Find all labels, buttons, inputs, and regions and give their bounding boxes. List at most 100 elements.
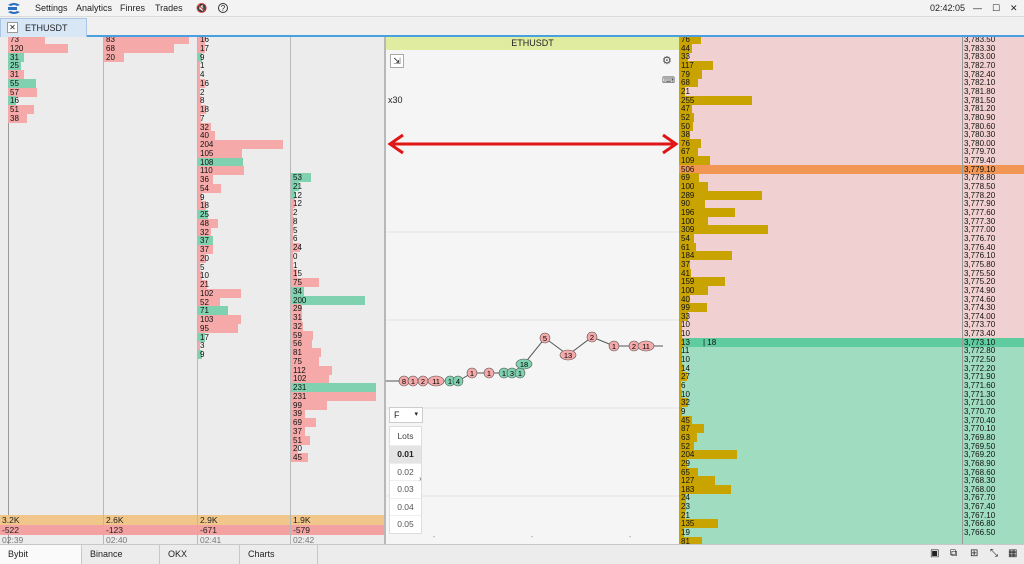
volume-bar <box>8 113 27 123</box>
f-select[interactable]: F ▾ <box>389 407 423 423</box>
price-level[interactable]: 3,768.00 <box>964 484 996 494</box>
price-level[interactable]: 3,774.60 <box>964 294 996 304</box>
price-level[interactable]: 3,767.10 <box>964 510 996 520</box>
ladder-volume: 79 <box>681 69 690 79</box>
price-level[interactable]: 3,778.50 <box>964 182 996 192</box>
help-icon[interactable]: ? <box>218 3 228 13</box>
menu-analytics[interactable]: Analytics <box>76 3 113 13</box>
price-level[interactable]: 3,777.30 <box>964 216 996 226</box>
layout-icon[interactable]: ▣ <box>930 548 940 559</box>
price-level[interactable]: 3,777.00 <box>964 225 996 235</box>
ladder-volume: 100 <box>681 216 695 226</box>
price-level[interactable]: 3,782.40 <box>964 69 996 79</box>
menu-settings[interactable]: Settings <box>35 3 68 13</box>
gear-icon[interactable]: ⚙ <box>662 55 672 67</box>
chart-icon[interactable]: ▦ <box>1008 548 1018 559</box>
price-level[interactable]: 3,771.90 <box>964 372 996 382</box>
price-level[interactable]: 3,780.90 <box>964 112 996 122</box>
price-level[interactable]: 3,782.10 <box>964 78 996 88</box>
close-tab-icon[interactable]: ✕ <box>7 22 18 33</box>
price-level[interactable]: 3,777.60 <box>964 208 996 217</box>
price-level[interactable]: 3,768.30 <box>964 476 996 486</box>
price-level[interactable]: 3,774.00 <box>964 311 996 321</box>
price-level[interactable]: 3,779.40 <box>964 156 996 166</box>
volume-bar <box>198 341 200 351</box>
price-level[interactable]: 3,779.70 <box>964 147 996 157</box>
cluster-cell: 20 <box>200 253 209 263</box>
resize-icon[interactable]: ⤡ <box>990 548 998 559</box>
price-level[interactable]: 3,771.60 <box>964 381 996 390</box>
price-level[interactable]: 3,783.30 <box>964 43 996 53</box>
status-tab-binance[interactable]: Binance <box>82 545 160 564</box>
price-level[interactable]: 3,780.00 <box>964 138 996 148</box>
lot-option[interactable]: 0.01 <box>390 445 421 463</box>
close-window-icon[interactable]: ✕ <box>1010 3 1018 13</box>
price-level[interactable]: 3,777.90 <box>964 199 996 209</box>
price-level[interactable]: 3,778.20 <box>964 190 996 200</box>
menu-finres[interactable]: Finres <box>120 3 146 13</box>
price-level[interactable]: 3,770.40 <box>964 415 996 425</box>
screenshot-icon[interactable]: ⧉ <box>950 548 958 559</box>
price-level[interactable]: 3,782.70 <box>964 60 996 70</box>
status-tab-okx[interactable]: OKX <box>160 545 240 564</box>
volume-bar <box>198 183 221 193</box>
keyboard-icon[interactable]: ⌨ <box>662 75 675 85</box>
price-level[interactable]: 3,779.10 <box>964 164 996 174</box>
price-level[interactable]: 3,773.70 <box>964 320 996 330</box>
mute-icon[interactable]: 🔇 <box>196 3 208 13</box>
price-level[interactable]: 3,783.00 <box>964 52 996 62</box>
maximize-icon[interactable]: ☐ <box>992 3 1001 13</box>
status-tab-charts[interactable]: Charts <box>240 545 318 564</box>
chevron-right-icon[interactable]: › <box>419 474 422 483</box>
price-level[interactable]: 3,768.60 <box>964 467 996 477</box>
price-level[interactable]: 3,769.80 <box>964 432 996 442</box>
volume-profile-bar <box>679 294 691 304</box>
price-level[interactable]: 3,770.10 <box>964 424 996 434</box>
price-level[interactable]: 3,767.40 <box>964 502 996 512</box>
price-level[interactable]: 3,780.60 <box>964 121 996 131</box>
price-level[interactable]: 3,773.40 <box>964 329 996 339</box>
trade-size: 11 <box>432 377 440 386</box>
price-level[interactable]: 3,771.30 <box>964 389 996 399</box>
chart-settings-icon[interactable]: ⇲ <box>390 54 404 68</box>
price-level[interactable]: 3,768.90 <box>964 458 996 468</box>
price-ladder[interactable]: 76 3,783.50 44 3,783.30 33 3,783.00 117 3,782.7… <box>679 37 1024 544</box>
price-level[interactable]: 3,774.90 <box>964 285 996 295</box>
price-level[interactable]: 3,771.00 <box>964 398 996 408</box>
price-level[interactable]: 3,772.20 <box>964 363 996 373</box>
price-level[interactable]: 3,775.20 <box>964 277 996 287</box>
price-level[interactable]: 3,781.50 <box>964 95 996 105</box>
minimize-icon[interactable]: — <box>973 3 982 13</box>
price-level[interactable]: 3,776.70 <box>964 233 996 243</box>
price-level[interactable]: 3,775.50 <box>964 268 996 278</box>
tab-ethusdt[interactable]: ✕ ETHUSDT <box>0 18 87 37</box>
lot-option[interactable]: 0.02 <box>390 462 421 481</box>
add-window-icon[interactable]: ⊞ <box>970 548 979 559</box>
price-level[interactable]: 3,776.40 <box>964 242 996 252</box>
price-level[interactable]: 3,766.80 <box>964 519 996 529</box>
lot-option[interactable]: 0.05 <box>390 515 421 533</box>
price-level[interactable]: 3,772.50 <box>964 355 996 365</box>
price-level[interactable]: 3,770.70 <box>964 406 996 416</box>
price-level[interactable]: 3,783.50 <box>964 37 996 44</box>
price-level[interactable]: 3,775.80 <box>964 259 996 269</box>
price-level[interactable]: 3,773.10 <box>964 337 996 347</box>
price-level[interactable]: 3,781.20 <box>964 104 996 114</box>
lot-option[interactable]: 0.03 <box>390 480 421 498</box>
price-level[interactable]: 3,780.30 <box>964 130 996 140</box>
cluster-cell: 73 <box>10 37 19 44</box>
lot-option[interactable]: 0.04 <box>390 497 421 516</box>
price-level[interactable]: 3,769.50 <box>964 441 996 451</box>
price-level[interactable]: 3,776.10 <box>964 251 996 261</box>
price-level[interactable]: 3,774.30 <box>964 303 996 313</box>
status-tab-bybit[interactable]: Bybit <box>0 545 82 564</box>
price-level[interactable]: 3,778.80 <box>964 173 996 183</box>
menu-trades[interactable]: Trades <box>155 3 183 13</box>
price-level[interactable]: 3,781.80 <box>964 86 996 96</box>
cluster-cell: 68 <box>106 43 115 53</box>
trades-chart-panel[interactable]: ETHUSDT ⇲ ⚙ ⌨ x30 8 1 2 11 1 4 1 1 1 3 1 18 5 13 2 1 2 11… <box>385 37 680 544</box>
price-level[interactable]: 3,766.50 <box>964 528 996 538</box>
price-level[interactable]: 3,772.80 <box>964 346 996 356</box>
price-level[interactable]: 3,769.20 <box>964 450 996 460</box>
price-level[interactable]: 3,767.70 <box>964 493 996 503</box>
